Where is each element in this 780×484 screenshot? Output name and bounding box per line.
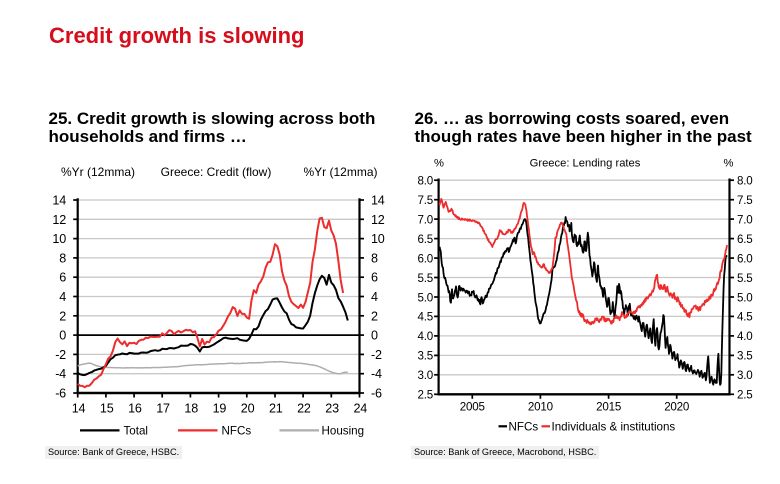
svg-text:23: 23	[325, 402, 339, 416]
svg-text:5.5: 5.5	[417, 272, 433, 285]
svg-text:-6: -6	[55, 387, 66, 401]
svg-text:NFCs: NFCs	[222, 425, 252, 438]
svg-text:%: %	[724, 158, 734, 170]
svg-text:14: 14	[72, 402, 86, 416]
svg-text:22: 22	[297, 402, 311, 416]
svg-text:Greece: Credit (flow): Greece: Credit (flow)	[161, 165, 272, 179]
svg-text:-2: -2	[371, 348, 382, 362]
svg-text:Greece: Lending rates: Greece: Lending rates	[530, 158, 641, 170]
svg-text:4.5: 4.5	[417, 311, 433, 324]
svg-text:4.0: 4.0	[417, 330, 433, 343]
svg-text:19: 19	[213, 402, 227, 416]
svg-text:Total: Total	[124, 425, 149, 438]
svg-text:4: 4	[371, 290, 378, 304]
svg-text:18: 18	[184, 402, 198, 416]
svg-text:-4: -4	[55, 367, 66, 381]
svg-text:12: 12	[371, 213, 385, 227]
svg-text:2.5: 2.5	[417, 389, 433, 402]
svg-text:17: 17	[156, 402, 170, 416]
svg-text:7.5: 7.5	[417, 194, 433, 207]
svg-text:-6: -6	[371, 387, 382, 401]
svg-text:6.5: 6.5	[737, 233, 753, 246]
svg-text:Individuals & institutions: Individuals & institutions	[552, 420, 676, 433]
svg-text:16: 16	[128, 402, 142, 416]
svg-text:2015: 2015	[596, 401, 621, 414]
svg-text:2005: 2005	[460, 401, 485, 414]
svg-text:24: 24	[353, 402, 367, 416]
svg-text:15: 15	[100, 402, 114, 416]
svg-text:12: 12	[52, 213, 66, 227]
svg-text:8: 8	[59, 251, 66, 265]
svg-text:%: %	[434, 158, 444, 170]
svg-text:3.0: 3.0	[417, 369, 433, 382]
svg-text:0: 0	[371, 329, 378, 343]
svg-text:%Yr (12mma): %Yr (12mma)	[61, 165, 135, 179]
svg-text:6: 6	[371, 271, 378, 285]
svg-text:7.0: 7.0	[417, 213, 433, 226]
svg-text:2: 2	[59, 309, 66, 323]
svg-text:0: 0	[59, 329, 66, 343]
svg-text:2010: 2010	[528, 401, 553, 414]
svg-text:%Yr (12mma): %Yr (12mma)	[303, 165, 377, 179]
svg-text:2020: 2020	[664, 401, 689, 414]
svg-text:4.0: 4.0	[737, 330, 753, 343]
svg-text:21: 21	[269, 402, 283, 416]
svg-text:NFCs: NFCs	[509, 420, 539, 433]
svg-text:10: 10	[52, 232, 66, 246]
svg-text:4.5: 4.5	[737, 311, 753, 324]
svg-text:6.0: 6.0	[417, 252, 433, 265]
svg-text:2: 2	[371, 309, 378, 323]
svg-text:14: 14	[52, 194, 66, 208]
svg-text:3.5: 3.5	[737, 350, 753, 363]
svg-text:-4: -4	[371, 367, 382, 381]
svg-text:14: 14	[371, 194, 385, 208]
svg-text:2.5: 2.5	[737, 389, 753, 402]
svg-text:8.0: 8.0	[417, 175, 433, 188]
svg-text:5.0: 5.0	[737, 291, 753, 304]
svg-text:5.0: 5.0	[417, 291, 433, 304]
svg-text:-2: -2	[55, 348, 66, 362]
svg-text:7.0: 7.0	[737, 213, 753, 226]
svg-text:3.5: 3.5	[417, 350, 433, 363]
svg-text:20: 20	[241, 402, 255, 416]
svg-text:4: 4	[59, 290, 66, 304]
svg-text:6: 6	[59, 271, 66, 285]
svg-text:5.5: 5.5	[737, 272, 753, 285]
svg-text:3.0: 3.0	[737, 369, 753, 382]
svg-text:Housing: Housing	[322, 425, 365, 438]
svg-text:6.5: 6.5	[417, 233, 433, 246]
svg-text:8.0: 8.0	[737, 175, 753, 188]
svg-text:7.5: 7.5	[737, 194, 753, 207]
svg-text:6.0: 6.0	[737, 252, 753, 265]
svg-text:8: 8	[371, 251, 378, 265]
svg-text:10: 10	[371, 232, 385, 246]
